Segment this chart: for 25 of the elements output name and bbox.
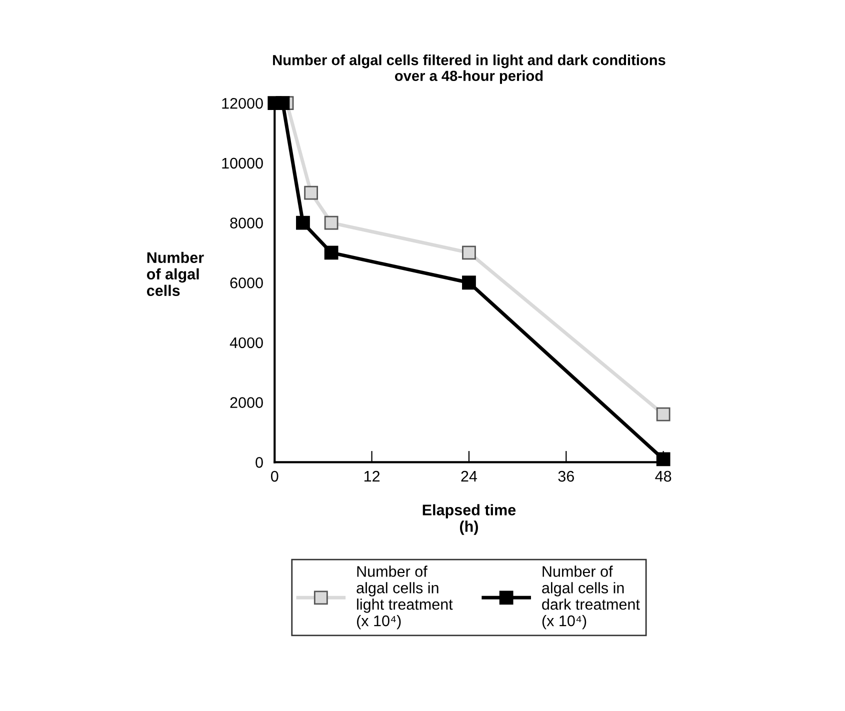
point: [462, 246, 476, 260]
point: [276, 96, 290, 110]
point: [462, 276, 476, 290]
x-tick-label: 36: [558, 470, 574, 482]
point: [656, 407, 670, 422]
x-tick-label: 12: [364, 470, 380, 482]
y-axis-title: Number of algal cells: [146, 252, 204, 296]
point: [324, 246, 338, 260]
y-tick-label: 8000: [230, 218, 263, 228]
y-tick-label: 4000: [230, 337, 263, 348]
chart-title: Number of algal cells filtered in light and dark conditions over a 48-hour period: [273, 54, 666, 84]
legend-label: Number of algal cells in light treatment (x 10⁴): [356, 566, 453, 630]
y-tick-label: 0: [256, 457, 263, 468]
point: [304, 186, 318, 200]
x-axis-title: Elapsed time (h): [422, 504, 516, 535]
x-tick-label: 48: [655, 470, 672, 482]
x-tick-label: 0: [270, 470, 278, 482]
legend-label: Number of algal cells in dark treatment (x 10⁴): [542, 566, 640, 630]
y-tick-label: 12000: [222, 98, 263, 109]
y-tick-label: 2000: [230, 397, 263, 408]
point: [324, 216, 338, 230]
y-tick-label: 6000: [230, 277, 263, 288]
y-tick-label: 10000: [222, 158, 263, 169]
point: [296, 216, 310, 230]
x-tick-label: 24: [461, 470, 478, 482]
